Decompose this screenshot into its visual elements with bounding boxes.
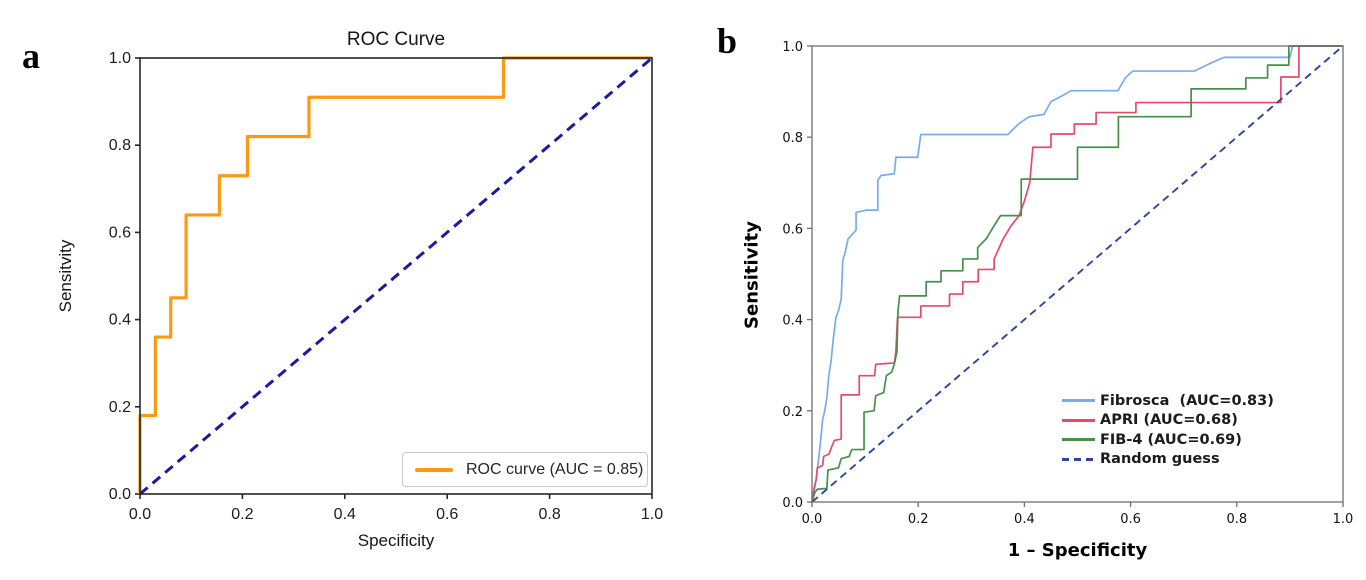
panel-a-x-axis-label: Specificity <box>357 531 435 550</box>
svg-text:0.4: 0.4 <box>334 506 356 523</box>
panel-b-x-axis-label: 1 – Specificity <box>1007 540 1148 561</box>
legend-item-random-guess: Random guess <box>1062 450 1274 470</box>
svg-text:0.0: 0.0 <box>782 496 803 511</box>
roc-chart-panel-b: 0.0 0.2 0.4 0.6 0.8 1.0 0.0 0.2 0.4 0.6 0.8 1.0 <box>782 40 1354 527</box>
fib4-legend-line <box>1062 438 1095 442</box>
svg-text:1.0: 1.0 <box>109 50 131 67</box>
fibrosca-legend-line <box>1062 399 1095 403</box>
panel-b-legend: Fibrosca (AUC=0.83) APRI (AUC=0.68) FIB-… <box>1062 391 1274 469</box>
svg-text:0.6: 0.6 <box>436 506 458 523</box>
legend-item-apri: APRI (AUC=0.68) <box>1062 411 1274 431</box>
apri-legend-line <box>1062 418 1095 422</box>
svg-text:0.6: 0.6 <box>1120 512 1141 527</box>
svg-text:0.8: 0.8 <box>538 506 560 523</box>
svg-text:0.8: 0.8 <box>109 137 131 154</box>
svg-text:0.2: 0.2 <box>908 512 929 527</box>
svg-text:0.8: 0.8 <box>1226 512 1247 527</box>
panel-a-title: ROC Curve <box>346 29 446 50</box>
svg-text:0.2: 0.2 <box>109 399 131 416</box>
random-guess-legend-line <box>1062 457 1095 461</box>
svg-text:0.4: 0.4 <box>1014 512 1035 527</box>
panel-b-tag: b <box>717 21 738 61</box>
roc-chart-panel-a: 0.0 0.2 0.4 0.6 0.8 1.0 0.0 0.2 0.4 0.6 0.8 1.0 <box>109 50 663 523</box>
svg-text:0.4: 0.4 <box>782 314 803 329</box>
apri-legend-label: APRI (AUC=0.68) <box>1100 412 1238 428</box>
fib4-legend-label: FIB-4 (AUC=0.69) <box>1100 431 1242 448</box>
legend-item-fibrosca: Fibrosca (AUC=0.83) <box>1062 391 1274 411</box>
svg-text:1.0: 1.0 <box>1333 512 1354 527</box>
fibrosca-legend-label: Fibrosca (AUC=0.83) <box>1100 392 1274 409</box>
svg-text:1.0: 1.0 <box>641 506 663 523</box>
svg-text:0.0: 0.0 <box>802 512 823 527</box>
svg-text:0.6: 0.6 <box>782 222 803 237</box>
svg-text:0.8: 0.8 <box>782 131 803 146</box>
roc-curve-legend-label: ROC curve (AUC = 0.85) <box>466 460 644 478</box>
panel-a-tag: a <box>22 36 40 76</box>
svg-text:1.0: 1.0 <box>782 40 803 55</box>
svg-text:0.0: 0.0 <box>109 486 131 503</box>
svg-text:0.2: 0.2 <box>782 405 803 420</box>
svg-text:0.6: 0.6 <box>109 224 131 241</box>
svg-text:0.0: 0.0 <box>129 506 151 523</box>
legend-item-fib4: FIB-4 (AUC=0.69) <box>1062 430 1274 450</box>
svg-text:0.4: 0.4 <box>109 312 131 329</box>
roc-curve-legend-line <box>415 467 453 472</box>
random-guess-legend-label: Random guess <box>1100 451 1220 467</box>
panel-b-y-axis-label: Sensitivity <box>741 221 763 329</box>
svg-text:0.2: 0.2 <box>231 506 253 523</box>
panel-a-legend: ROC curve (AUC = 0.85) <box>402 452 648 487</box>
panel-a-y-axis-label: Sensitvity <box>56 239 75 313</box>
